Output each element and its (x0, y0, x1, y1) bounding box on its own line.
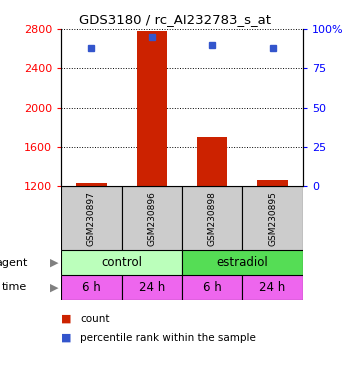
Bar (182, 275, 242, 300)
Bar (242, 275, 303, 300)
Bar (61, 250, 182, 275)
Text: 24 h: 24 h (259, 281, 286, 294)
Text: agent: agent (0, 258, 27, 268)
Bar (182, 250, 303, 275)
Bar (137, 31, 167, 186)
Text: 24 h: 24 h (139, 281, 165, 294)
Bar (122, 186, 182, 250)
Bar (258, 180, 288, 186)
Bar (61, 275, 122, 300)
Bar (182, 186, 242, 250)
Bar (122, 275, 182, 300)
Text: percentile rank within the sample: percentile rank within the sample (80, 333, 256, 343)
Text: GSM230895: GSM230895 (268, 191, 277, 246)
Bar (76, 183, 106, 186)
Text: ■: ■ (61, 314, 72, 324)
Text: estradiol: estradiol (217, 256, 268, 269)
Text: ■: ■ (61, 333, 72, 343)
Text: control: control (101, 256, 142, 269)
Text: 6 h: 6 h (82, 281, 101, 294)
Text: GDS3180 / rc_AI232783_s_at: GDS3180 / rc_AI232783_s_at (79, 13, 271, 26)
Text: GSM230896: GSM230896 (147, 191, 156, 246)
Text: ▶: ▶ (50, 282, 59, 292)
Text: GSM230897: GSM230897 (87, 191, 96, 246)
Text: 6 h: 6 h (203, 281, 222, 294)
Text: ▶: ▶ (50, 258, 59, 268)
Bar (61, 186, 122, 250)
Text: count: count (80, 314, 110, 324)
Text: time: time (2, 282, 27, 292)
Bar (197, 137, 227, 186)
Bar (242, 186, 303, 250)
Text: GSM230898: GSM230898 (208, 191, 217, 246)
